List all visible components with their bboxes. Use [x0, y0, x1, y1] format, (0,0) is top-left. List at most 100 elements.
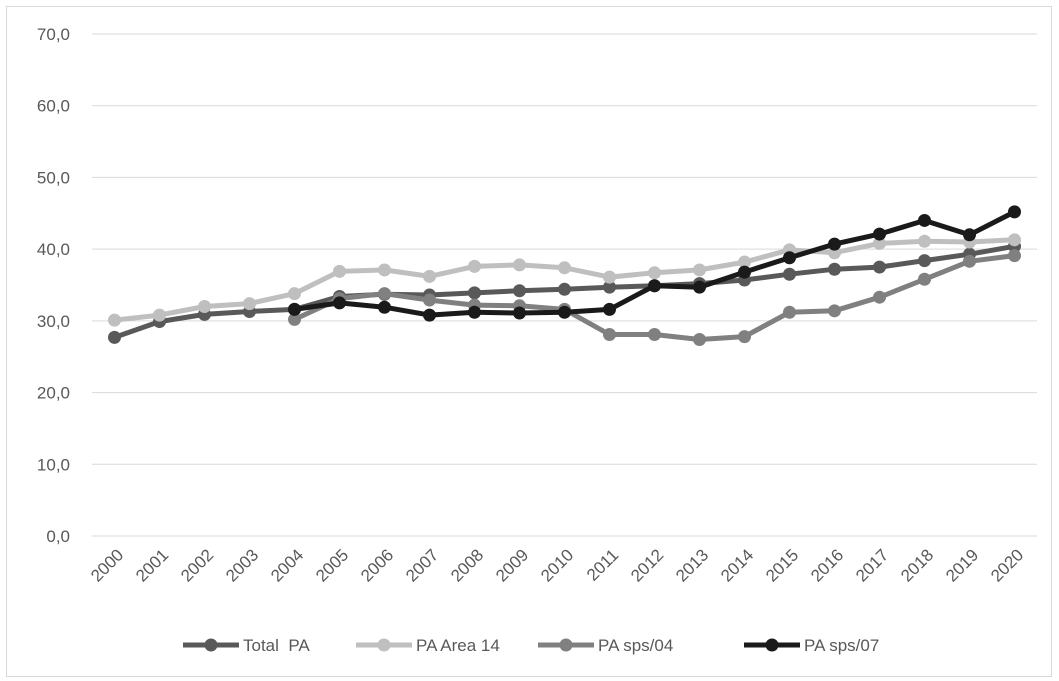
legend: Total PA PA Area 14 PA sps/04 PA sps/07 [183, 636, 879, 655]
data-point [918, 254, 931, 268]
legend-label: PA sps/04 [598, 636, 673, 655]
data-point [963, 228, 976, 242]
x-tick-label: 2005 [312, 545, 352, 585]
data-point [378, 287, 391, 301]
y-tick-label: 40,0 [37, 240, 70, 259]
x-tick-label: 2003 [222, 545, 262, 585]
data-point [198, 300, 211, 314]
y-tick-label: 0,0 [46, 527, 70, 546]
data-point [648, 266, 661, 280]
data-point [828, 237, 841, 251]
x-tick-label: 2000 [87, 545, 127, 585]
series-1 [108, 233, 1021, 327]
data-point [558, 282, 571, 296]
data-point [963, 254, 976, 268]
data-point [288, 287, 301, 301]
series-0 [108, 239, 1021, 344]
data-point [513, 284, 526, 298]
data-point [108, 313, 121, 327]
series-3 [288, 205, 1021, 322]
series-lines [108, 205, 1021, 347]
data-point [603, 280, 616, 294]
data-point [423, 308, 436, 322]
x-tick-label: 2018 [897, 545, 937, 585]
legend-label: PA sps/07 [804, 636, 879, 655]
data-point [738, 255, 751, 269]
data-point [738, 265, 751, 279]
data-point [918, 234, 931, 248]
legend-swatch-marker [765, 638, 779, 652]
data-point [693, 280, 706, 294]
legend-item: PA sps/04 [538, 636, 673, 655]
x-tick-label: 2012 [627, 545, 667, 585]
x-tick-label: 2017 [852, 545, 892, 585]
data-point [513, 258, 526, 272]
data-point [783, 305, 796, 319]
data-point [603, 302, 616, 316]
data-point [603, 327, 616, 341]
legend-item: PA sps/07 [744, 636, 879, 655]
y-tick-label: 70,0 [37, 25, 70, 44]
data-point [828, 304, 841, 318]
data-point [873, 236, 886, 250]
data-point [333, 296, 346, 310]
data-point [918, 213, 931, 227]
data-point [243, 297, 256, 311]
x-tick-label: 2016 [807, 545, 847, 585]
data-point [648, 279, 661, 293]
data-point [738, 330, 751, 344]
y-tick-label: 30,0 [37, 312, 70, 331]
x-tick-label: 2015 [762, 545, 802, 585]
legend-item: PA Area 14 [356, 636, 500, 655]
x-tick-label: 2013 [672, 545, 712, 585]
x-tick-label: 2001 [132, 545, 172, 585]
data-point [1008, 249, 1021, 263]
chart-container [6, 6, 1052, 677]
data-point [378, 300, 391, 314]
x-tick-label: 2004 [267, 545, 307, 585]
legend-swatch-marker [377, 638, 391, 652]
data-point [558, 305, 571, 319]
x-tick-label: 2019 [942, 545, 982, 585]
data-point [468, 286, 481, 300]
data-point [873, 290, 886, 304]
data-point [423, 293, 436, 307]
data-point [378, 263, 391, 277]
y-tick-label: 50,0 [37, 168, 70, 187]
legend-swatch-marker [204, 638, 218, 652]
x-tick-label: 2011 [583, 545, 622, 584]
y-axis-ticks: 0,0 10,0 20,0 30,0 40,0 50,0 60,0 70,0 [37, 25, 70, 546]
data-point [288, 312, 301, 326]
x-tick-label: 2002 [177, 545, 217, 585]
x-tick-label: 2020 [987, 545, 1027, 585]
data-point [288, 302, 301, 316]
y-tick-label: 60,0 [37, 97, 70, 116]
legend-swatch-marker [559, 638, 573, 652]
x-axis-ticks: 2000 2001 2002 2003 2004 2005 2006 2007 2008 2009… [87, 545, 1027, 585]
data-point [783, 267, 796, 281]
data-point [918, 272, 931, 286]
data-point [423, 269, 436, 283]
x-tick-label: 2006 [357, 545, 397, 585]
legend-item: Total PA [183, 636, 310, 655]
data-point [693, 333, 706, 347]
data-point [333, 264, 346, 278]
x-tick-label: 2009 [492, 545, 532, 585]
x-tick-label: 2010 [537, 545, 577, 585]
legend-label: Total PA [243, 636, 310, 655]
data-point [1008, 205, 1021, 219]
data-point [873, 260, 886, 274]
data-point [648, 327, 661, 341]
data-point [468, 305, 481, 319]
data-point [1008, 233, 1021, 247]
data-point [783, 251, 796, 265]
data-point [828, 262, 841, 276]
x-tick-label: 2014 [717, 545, 757, 585]
legend-label: PA Area 14 [416, 636, 500, 655]
y-tick-label: 20,0 [37, 384, 70, 403]
data-point [873, 227, 886, 241]
data-point [468, 259, 481, 273]
data-point [153, 308, 166, 322]
gridlines [92, 33, 1037, 537]
